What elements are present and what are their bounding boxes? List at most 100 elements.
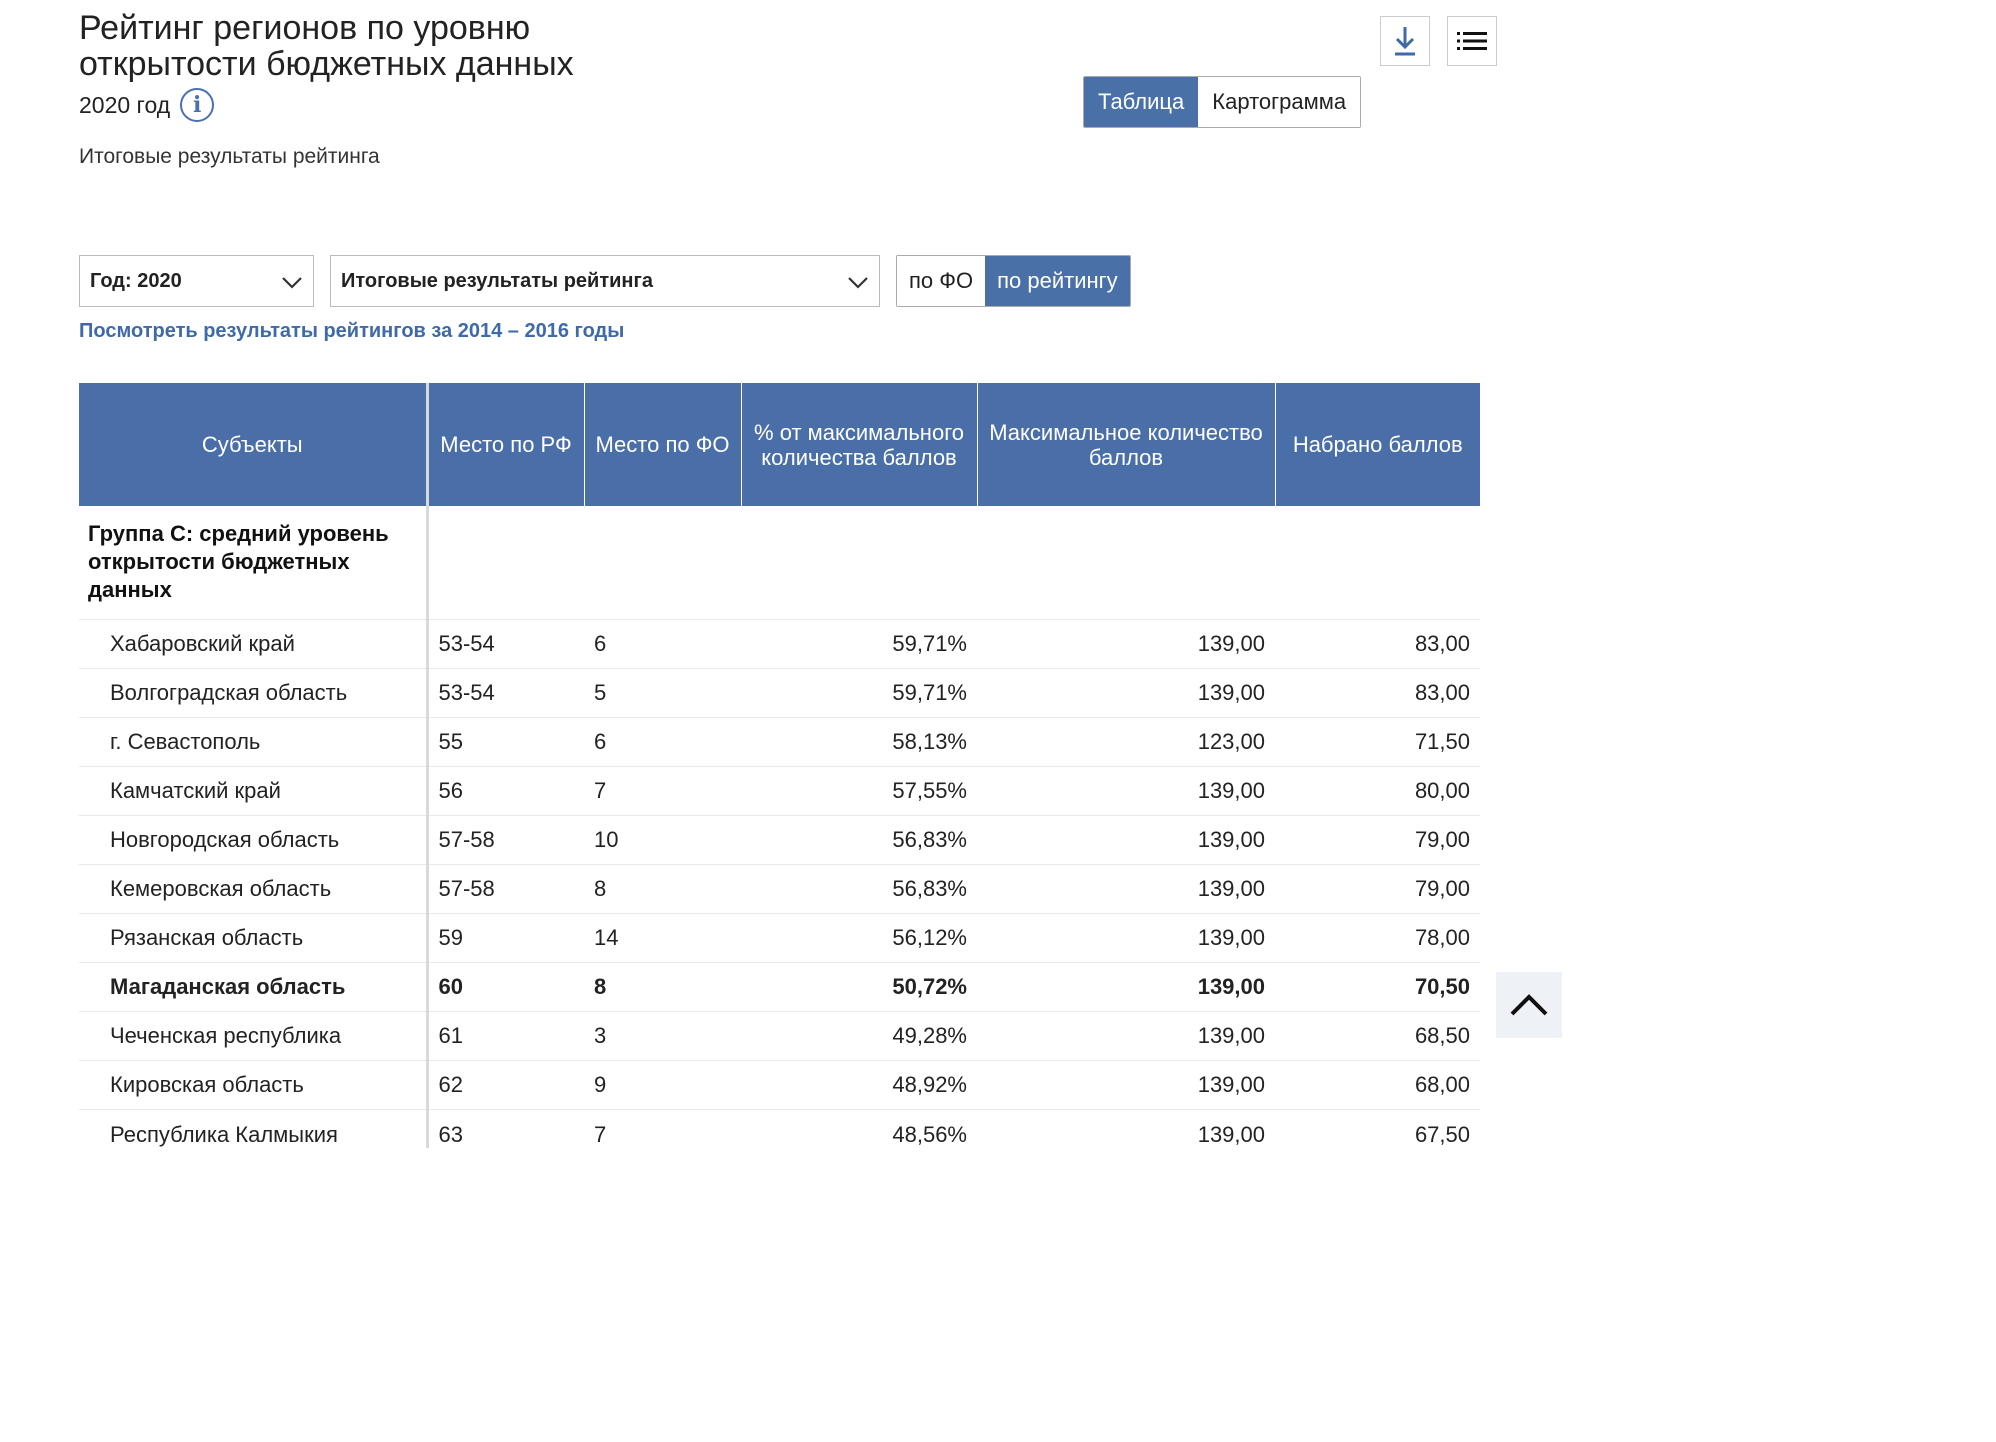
chevron-up-icon [1510, 994, 1548, 1016]
list-button[interactable] [1447, 16, 1497, 66]
group-row: Группа С: средний уровень открытости бюд… [79, 506, 1480, 620]
cell-rank-rf: 53-54 [427, 668, 584, 718]
cell-score: 67,50 [1414, 1121, 1470, 1147]
cell-score: 70,50 [1275, 962, 1480, 1012]
cell-rank-fo: 9 [584, 1060, 741, 1110]
cell-percent: 48,92% [741, 1060, 977, 1110]
cell-percent: 56,83% [741, 815, 977, 865]
table-row: г. Севастополь 55 6 58,13% 123,00 71,50 [79, 717, 1480, 767]
table-header-row: Субъекты Место по РФ Место по ФО % от ма… [79, 383, 1480, 506]
list-icon [1457, 32, 1487, 50]
info-icon[interactable]: i [180, 88, 215, 122]
table-row: Камчатский край 56 7 57,55% 139,00 80,00 [79, 766, 1480, 816]
cell-rank-fo: 6 [584, 619, 741, 669]
cell-rank-rf: 60 [427, 962, 584, 1012]
cell-percent: 58,13% [741, 717, 977, 767]
view-toggle: Таблица Картограмма [1083, 76, 1362, 128]
cell-score: 79,00 [1275, 864, 1480, 914]
sort-by-fo[interactable]: по ФО [897, 256, 986, 306]
col-header-rank-rf[interactable]: Место по РФ [427, 383, 585, 506]
table-row: Волгоградская область 53-54 5 59,71% 139,00 8… [79, 668, 1480, 718]
cell-region: Кировская область [79, 1060, 429, 1110]
cell-max-score: 139,00 [977, 815, 1275, 865]
cell-percent: 56,12% [741, 913, 977, 963]
cell-score: 83,00 [1275, 668, 1480, 718]
cell-rank-fo: 7 [584, 766, 741, 816]
cell-max-score: 139,00 [977, 766, 1275, 816]
table-row: Кемеровская область 57-58 8 56,83% 139,00 79,… [79, 864, 1480, 914]
rating-type-select-value: Итоговые результаты рейтинга [341, 269, 653, 292]
chevron-down-icon [848, 277, 868, 289]
table-row: Новгородская область 57-58 10 56,83% 139,00 7… [79, 815, 1480, 865]
cell-max-score: 139,00 [977, 668, 1275, 718]
col-header-region[interactable]: Субъекты [79, 383, 429, 506]
cell-region: Чеченская республика [79, 1011, 429, 1061]
col-header-percent[interactable]: % от максимального количества баллов [741, 383, 978, 506]
table-row: Рязанская область 59 14 56,12% 139,00 78,00 [79, 913, 1480, 963]
cell-rank-fo: 8 [584, 864, 741, 914]
scroll-top-button[interactable] [1496, 972, 1562, 1038]
table-row: Кировская область 62 9 48,92% 139,00 68,00 [79, 1060, 1480, 1110]
cell-region: Магаданская область [79, 962, 429, 1012]
page-title: Рейтинг регионов по уровню открытости бю… [79, 9, 574, 83]
cell-percent: 59,71% [741, 619, 977, 669]
history-link[interactable]: Посмотреть результаты рейтингов за 2014 … [79, 320, 625, 342]
sort-toggle: по ФО по рейтингу [896, 255, 1131, 307]
cell-region: Новгородская область [79, 815, 429, 865]
cell-region: Республика Калмыкия [79, 1109, 429, 1148]
cell-rank-rf: 55 [427, 717, 584, 767]
rating-type-select[interactable]: Итоговые результаты рейтинга [330, 255, 880, 307]
tab-table[interactable]: Таблица [1084, 77, 1199, 127]
cell-score: 83,00 [1275, 619, 1480, 669]
page-subtitle: Итоговые результаты рейтинга [79, 145, 380, 168]
cell-rank-fo: 8 [584, 962, 741, 1012]
cell-region: Волгоградская область [79, 668, 429, 718]
cell-score: 68,50 [1275, 1011, 1480, 1061]
cell-rank-rf: 53-54 [427, 619, 584, 669]
cell-score: 79,00 [1275, 815, 1480, 865]
cell-rank-rf: 56 [427, 766, 584, 816]
cell-rank-fo: 5 [584, 668, 741, 718]
col-header-score[interactable]: Набрано баллов [1275, 383, 1480, 506]
cell-rank-fo: 7 [594, 1121, 607, 1147]
cell-max-score: 139,00 [977, 1011, 1275, 1061]
cell-rank-rf: 57-58 [427, 815, 584, 865]
download-button[interactable] [1380, 16, 1430, 66]
cell-max-score: 139,00 [1197, 1121, 1265, 1147]
year-select[interactable]: Год: 2020 [79, 255, 314, 307]
tab-cartogram[interactable]: Картограмма [1198, 77, 1361, 127]
cell-region: Хабаровский край [79, 619, 429, 669]
cell-max-score: 139,00 [977, 913, 1275, 963]
sort-by-rating[interactable]: по рейтингу [985, 256, 1130, 306]
cell-max-score: 123,00 [977, 717, 1275, 767]
cell-max-score: 139,00 [977, 864, 1275, 914]
cell-region: Камчатский край [79, 766, 429, 816]
year-row: 2020 год i [79, 88, 215, 122]
table-row: Магаданская область 60 8 50,72% 139,00 70,50 [79, 962, 1480, 1012]
cell-rank-rf: 59 [427, 913, 584, 963]
cell-rank-rf: 61 [427, 1011, 584, 1061]
cell-score: 68,00 [1275, 1060, 1480, 1110]
col-header-max-score[interactable]: Максимальное количество баллов [977, 383, 1276, 506]
cell-region: Кемеровская область [79, 864, 429, 914]
cell-percent: 59,71% [741, 668, 977, 718]
year-label: 2020 год [79, 91, 171, 118]
cell-percent: 49,28% [741, 1011, 977, 1061]
cell-score: 80,00 [1275, 766, 1480, 816]
cell-percent: 48,56% [892, 1121, 967, 1147]
cell-score: 78,00 [1275, 913, 1480, 963]
cell-region: г. Севастополь [79, 717, 429, 767]
cell-max-score: 139,00 [977, 1060, 1275, 1110]
cell-rank-rf: 57-58 [427, 864, 584, 914]
cell-percent: 50,72% [741, 962, 977, 1012]
group-label: Группа С: средний уровень открытости бюд… [79, 506, 429, 620]
table-row: Хабаровский край 53-54 6 59,71% 139,00 83,00 [79, 619, 1480, 669]
cell-percent: 57,55% [741, 766, 977, 816]
col-header-rank-fo[interactable]: Место по ФО [584, 383, 742, 506]
cell-region: Рязанская область [79, 913, 429, 963]
cell-rank-rf: 63 [438, 1121, 463, 1147]
cell-rank-fo: 10 [584, 815, 741, 865]
table-row: Чеченская республика 61 3 49,28% 139,00 68,50 [79, 1011, 1480, 1061]
cell-rank-fo: 3 [584, 1011, 741, 1061]
rating-table: Субъекты Место по РФ Место по ФО % от ма… [79, 383, 1480, 1148]
